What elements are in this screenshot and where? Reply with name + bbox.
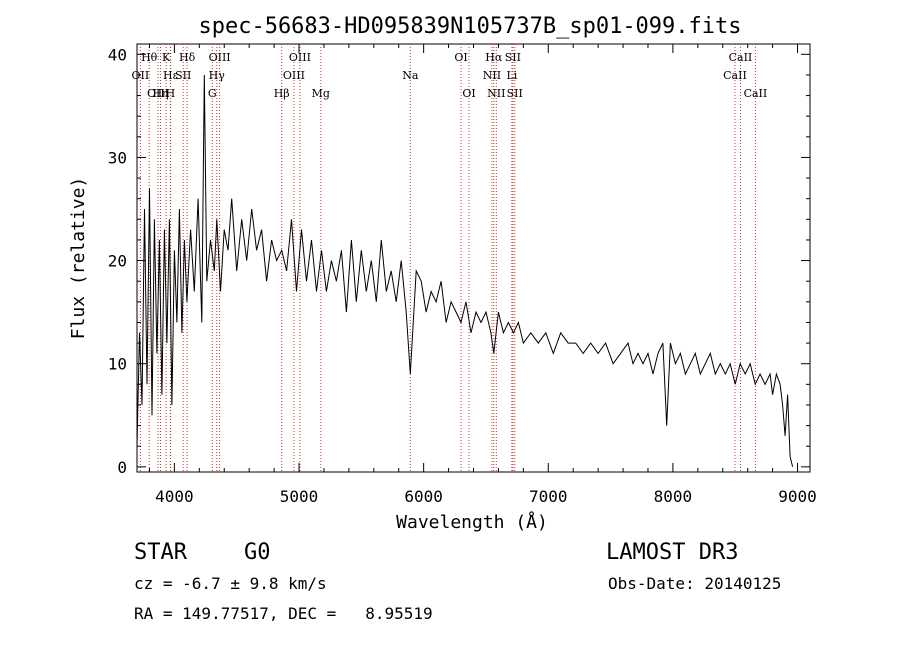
line-label: Hθ: [141, 51, 158, 64]
line-label: Hη: [152, 87, 168, 100]
x-tick-label: 6000: [404, 487, 443, 506]
redshift-text: cz = -6.7 ± 9.8 km/s: [134, 574, 327, 593]
object-class: STAR: [134, 540, 187, 565]
line-label: OIII: [283, 69, 305, 82]
line-label: Mg: [312, 87, 330, 100]
obs-date: Obs-Date: 20140125: [608, 574, 782, 593]
line-label: SII: [175, 69, 191, 82]
line-label: K: [162, 51, 171, 64]
line-label: CaII: [729, 51, 753, 64]
y-tick-label: 0: [117, 458, 127, 477]
chart-title: spec-56683-HD095839N105737B_sp01-099.fit…: [198, 14, 741, 39]
line-label: OI: [454, 51, 467, 64]
x-tick-label: 7000: [529, 487, 568, 506]
line-label: OIII: [147, 87, 169, 100]
line-label: Hγ: [209, 69, 226, 82]
x-tick-label: 9000: [778, 487, 817, 506]
line-label: OIII: [209, 51, 231, 64]
line-label: NII: [487, 87, 505, 100]
line-label: OIII: [289, 51, 311, 64]
spectrum-line: [136, 74, 794, 467]
x-tick-label: 5000: [280, 487, 319, 506]
line-label: NII: [483, 69, 501, 82]
line-label: Hδ: [179, 51, 196, 64]
line-label: Hα: [485, 51, 503, 64]
y-axis-label: Flux (relative): [68, 177, 89, 340]
line-label: CaII: [723, 69, 747, 82]
line-label: OII: [132, 69, 150, 82]
line-label: H: [166, 87, 176, 100]
x-tick-label: 8000: [654, 487, 693, 506]
line-label: Na: [402, 69, 419, 82]
y-axis-ticks: 0 10 20 30 40: [108, 45, 810, 477]
line-label: CaII: [744, 87, 768, 100]
line-label: Hε: [163, 69, 179, 82]
line-label: Li: [506, 69, 517, 82]
ra-dec: RA = 149.77517, DEC = 8.95519: [134, 604, 433, 623]
line-label: OI: [462, 87, 475, 100]
y-tick-label: 10: [108, 355, 127, 374]
y-tick-label: 40: [108, 45, 127, 64]
line-markers: [139, 44, 756, 472]
survey-name: LAMOST DR3: [606, 540, 739, 565]
line-label: G: [208, 87, 217, 100]
line-label: SII: [507, 87, 523, 100]
y-tick-label: 30: [108, 148, 127, 167]
x-axis-label: Wavelength (Å): [396, 511, 548, 533]
object-subclass: G0: [244, 540, 271, 565]
line-label: Hβ: [274, 87, 290, 100]
x-axis-ticks: 4000 5000 6000 7000 8000 9000: [148, 44, 817, 506]
line-label: SII: [505, 51, 521, 64]
x-tick-label: 4000: [155, 487, 194, 506]
y-tick-label: 20: [108, 252, 127, 271]
